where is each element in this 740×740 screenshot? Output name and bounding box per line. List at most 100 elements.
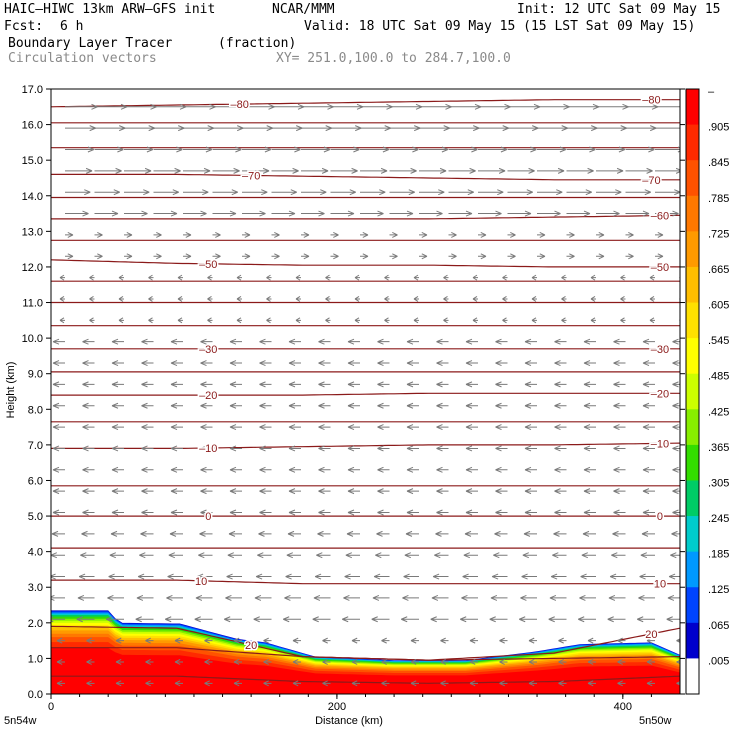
wind-vector	[360, 231, 369, 238]
wind-vector	[177, 274, 183, 281]
wind-vector	[52, 402, 65, 409]
wind-vector	[537, 167, 565, 174]
wind-vector	[199, 530, 213, 537]
y-tick-label: 2.0	[28, 618, 43, 630]
wind-vector	[523, 530, 537, 537]
wind-vector	[537, 189, 563, 196]
wind-vector	[168, 552, 183, 559]
wind-vector	[566, 189, 592, 196]
contour-label: –10	[651, 438, 669, 450]
wind-vector	[377, 488, 390, 495]
wind-vector	[495, 360, 508, 366]
wind-vector	[655, 146, 680, 153]
colorbar-swatch	[686, 302, 699, 339]
wind-vector	[195, 594, 213, 601]
wind-vector	[271, 167, 299, 174]
wind-vector	[124, 167, 152, 174]
wind-vector	[141, 509, 154, 516]
wind-vector	[207, 274, 213, 281]
wind-vector	[528, 637, 537, 644]
tracer-field	[51, 610, 680, 694]
wind-vector	[448, 210, 473, 217]
wind-vector	[76, 616, 95, 623]
wind-vector	[82, 338, 95, 345]
wind-vector	[318, 424, 331, 431]
wind-vector	[507, 103, 541, 110]
wind-vector	[478, 231, 487, 238]
wind-vector	[111, 402, 124, 409]
wind-vector	[225, 594, 242, 601]
wind-vector	[419, 210, 443, 217]
contour-label: –60	[651, 211, 669, 223]
wind-vector	[301, 103, 334, 110]
wind-vector	[242, 146, 272, 153]
valid-time: Valid: 18 UTC Sat 09 May 15 (15 LST Sat …	[304, 19, 696, 34]
wind-vector	[330, 231, 339, 238]
wind-vector	[347, 466, 360, 473]
wind-vector	[507, 210, 532, 217]
wind-vector	[478, 189, 504, 196]
wind-vector	[124, 125, 155, 132]
wind-vector	[655, 210, 679, 217]
y-axis-label: Height (km)	[5, 362, 17, 419]
wind-vector	[430, 616, 449, 623]
wind-vector	[596, 189, 622, 196]
wind-vector	[347, 360, 360, 366]
wind-vector	[212, 167, 240, 174]
wind-vector	[52, 509, 65, 516]
wind-vector	[271, 253, 280, 260]
wind-vector	[381, 680, 390, 687]
wind-vector	[406, 424, 419, 431]
y-tick-label: 9.0	[28, 369, 43, 381]
wind-vector	[242, 167, 270, 174]
wind-vector	[613, 466, 626, 473]
colorbar-label: .305	[708, 477, 729, 489]
wind-vector	[207, 296, 213, 302]
wind-vector	[82, 466, 95, 473]
wind-vector	[672, 466, 680, 473]
wind-vector	[389, 146, 419, 153]
wind-vector	[292, 659, 301, 665]
wind-vector	[233, 637, 242, 644]
wind-vector	[111, 424, 124, 431]
colorbar-label: .485	[708, 371, 729, 383]
wind-vector	[196, 573, 213, 580]
wind-vector	[596, 253, 605, 260]
colorbar-swatch	[686, 160, 699, 197]
wind-vector	[236, 296, 242, 302]
wind-vector	[670, 552, 680, 559]
wind-vector	[558, 659, 567, 665]
wind-vector	[200, 488, 213, 495]
x-endpoint-right: 5n50w	[639, 715, 671, 727]
wind-vector	[625, 231, 634, 238]
colorbar-swatch	[686, 124, 699, 161]
wind-vector	[81, 530, 95, 537]
wind-vector	[554, 509, 567, 516]
wind-vector	[65, 167, 93, 174]
wind-vector	[419, 103, 452, 110]
wind-vector	[325, 274, 331, 281]
wind-vector	[495, 488, 508, 495]
wind-vector	[227, 552, 242, 559]
wind-vector	[318, 360, 331, 366]
wind-vector	[318, 488, 331, 495]
wind-vector	[288, 445, 301, 452]
wind-vector	[499, 659, 508, 665]
wind-vector	[233, 680, 242, 687]
wind-vector	[52, 360, 65, 366]
wind-vector	[419, 167, 447, 174]
model-title: HAIC–HIWC 13km ARW–GFS init	[4, 2, 216, 17]
wind-vector	[200, 338, 213, 345]
wind-vector	[94, 253, 103, 260]
wind-vector	[52, 488, 65, 495]
wind-vector	[672, 381, 680, 388]
wind-vector	[65, 146, 95, 153]
temperature-contours	[51, 99, 680, 684]
wind-vector	[89, 274, 95, 281]
wind-vector	[301, 167, 329, 174]
colorbar-swatch	[686, 409, 699, 446]
wind-vector	[259, 360, 272, 366]
wind-vector	[640, 552, 655, 559]
wind-vector	[583, 402, 596, 409]
wind-vector	[590, 317, 596, 324]
